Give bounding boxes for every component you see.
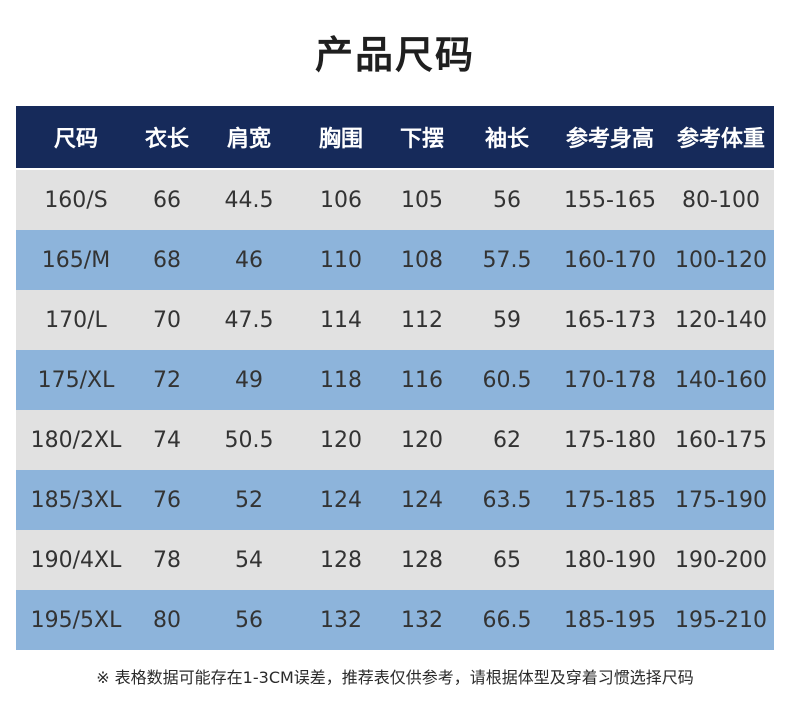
cell-size: 175/XL	[37, 367, 115, 393]
cell-sleeve: 56	[493, 187, 521, 213]
cell-shoulder: 46	[235, 247, 263, 273]
cell-shoulder: 56	[235, 607, 263, 633]
cell-size: 170/L	[45, 307, 107, 333]
cell-size: 165/M	[41, 247, 111, 273]
cell-length: 72	[153, 367, 181, 393]
cell-sleeve: 63.5	[482, 487, 532, 513]
cell-ref-height: 185-195	[564, 607, 656, 633]
cell-shoulder: 44.5	[224, 187, 274, 213]
cell-shoulder: 47.5	[224, 307, 274, 333]
cell-sleeve: 59	[493, 307, 521, 333]
cell-ref-weight: 120-140	[675, 307, 767, 333]
header-chest: 胸围	[318, 127, 363, 152]
cell-chest: 120	[320, 427, 362, 453]
cell-size: 195/5XL	[30, 607, 122, 633]
cell-hem: 116	[401, 367, 443, 393]
cell-sleeve: 62	[493, 427, 521, 453]
divider	[16, 168, 774, 170]
cell-chest: 124	[320, 487, 362, 513]
table-header: 尺码 衣长 肩宽 胸围 下摆 袖长 参考身高 参考体重	[16, 106, 774, 168]
cell-sleeve: 66.5	[482, 607, 532, 633]
cell-ref-height: 175-185	[564, 487, 656, 513]
cell-ref-height: 155-165	[564, 187, 656, 213]
cell-shoulder: 50.5	[224, 427, 274, 453]
cell-ref-weight: 160-175	[675, 427, 767, 453]
cell-size: 160/S	[44, 187, 108, 213]
cell-hem: 105	[401, 187, 443, 213]
cell-length: 70	[153, 307, 181, 333]
table-row: 180/2XL 74 50.5 120 120 62 175-180 160-1…	[16, 410, 774, 470]
cell-hem: 124	[401, 487, 443, 513]
header-hem: 下摆	[399, 127, 444, 152]
cell-hem: 132	[401, 607, 443, 633]
cell-hem: 128	[401, 547, 443, 573]
header-size: 尺码	[53, 127, 98, 152]
cell-sleeve: 60.5	[482, 367, 532, 393]
cell-shoulder: 49	[235, 367, 263, 393]
cell-ref-height: 180-190	[564, 547, 656, 573]
cell-ref-height: 160-170	[564, 247, 656, 273]
cell-ref-weight: 140-160	[675, 367, 767, 393]
disclaimer-note: ※ 表格数据可能存在1-3CM误差，推荐表仅供参考，请根据体型及穿着习惯选择尺码	[96, 668, 694, 687]
header-ref-weight: 参考体重	[676, 127, 765, 152]
cell-size: 185/3XL	[30, 487, 122, 513]
header-shoulder: 肩宽	[226, 127, 271, 152]
cell-length: 68	[153, 247, 181, 273]
cell-length: 80	[153, 607, 181, 633]
size-table: 尺码 衣长 肩宽 胸围 下摆 袖长 参考身高 参考体重 160/S 66 44.…	[16, 106, 774, 650]
cell-ref-height: 170-178	[564, 367, 656, 393]
cell-length: 78	[153, 547, 181, 573]
cell-chest: 110	[320, 247, 362, 273]
cell-length: 74	[153, 427, 181, 453]
cell-size: 190/4XL	[30, 547, 122, 573]
cell-ref-height: 175-180	[564, 427, 656, 453]
cell-ref-height: 165-173	[564, 307, 656, 333]
cell-chest: 128	[320, 547, 362, 573]
table-row: 175/XL 72 49 118 116 60.5 170-178 140-16…	[16, 350, 774, 410]
cell-size: 180/2XL	[30, 427, 122, 453]
table-row: 160/S 66 44.5 106 105 56 155-165 80-100	[16, 170, 774, 230]
cell-chest: 132	[320, 607, 362, 633]
table-row: 170/L 70 47.5 114 112 59 165-173 120-140	[16, 290, 774, 350]
cell-length: 66	[153, 187, 181, 213]
table-row: 165/M 68 46 110 108 57.5 160-170 100-120	[16, 230, 774, 290]
cell-ref-weight: 80-100	[682, 187, 760, 213]
cell-shoulder: 54	[235, 547, 263, 573]
cell-sleeve: 57.5	[482, 247, 532, 273]
header-ref-height: 参考身高	[565, 127, 654, 152]
cell-hem: 112	[401, 307, 443, 333]
cell-chest: 114	[320, 307, 362, 333]
table-row: 195/5XL 80 56 132 132 66.5 185-195 195-2…	[16, 590, 774, 650]
cell-sleeve: 65	[493, 547, 521, 573]
cell-hem: 108	[401, 247, 443, 273]
cell-ref-weight: 190-200	[675, 547, 767, 573]
cell-shoulder: 52	[235, 487, 263, 513]
cell-hem: 120	[401, 427, 443, 453]
header-sleeve: 袖长	[484, 127, 529, 152]
table-row: 185/3XL 76 52 124 124 63.5 175-185 175-1…	[16, 470, 774, 530]
cell-chest: 118	[320, 367, 362, 393]
cell-ref-weight: 195-210	[675, 607, 767, 633]
cell-ref-weight: 100-120	[675, 247, 767, 273]
table-row: 190/4XL 78 54 128 128 65 180-190 190-200	[16, 530, 774, 590]
cell-ref-weight: 175-190	[675, 487, 767, 513]
header-length: 衣长	[144, 127, 189, 152]
page-title: 产品尺码	[314, 33, 475, 77]
cell-chest: 106	[320, 187, 362, 213]
cell-length: 76	[153, 487, 181, 513]
